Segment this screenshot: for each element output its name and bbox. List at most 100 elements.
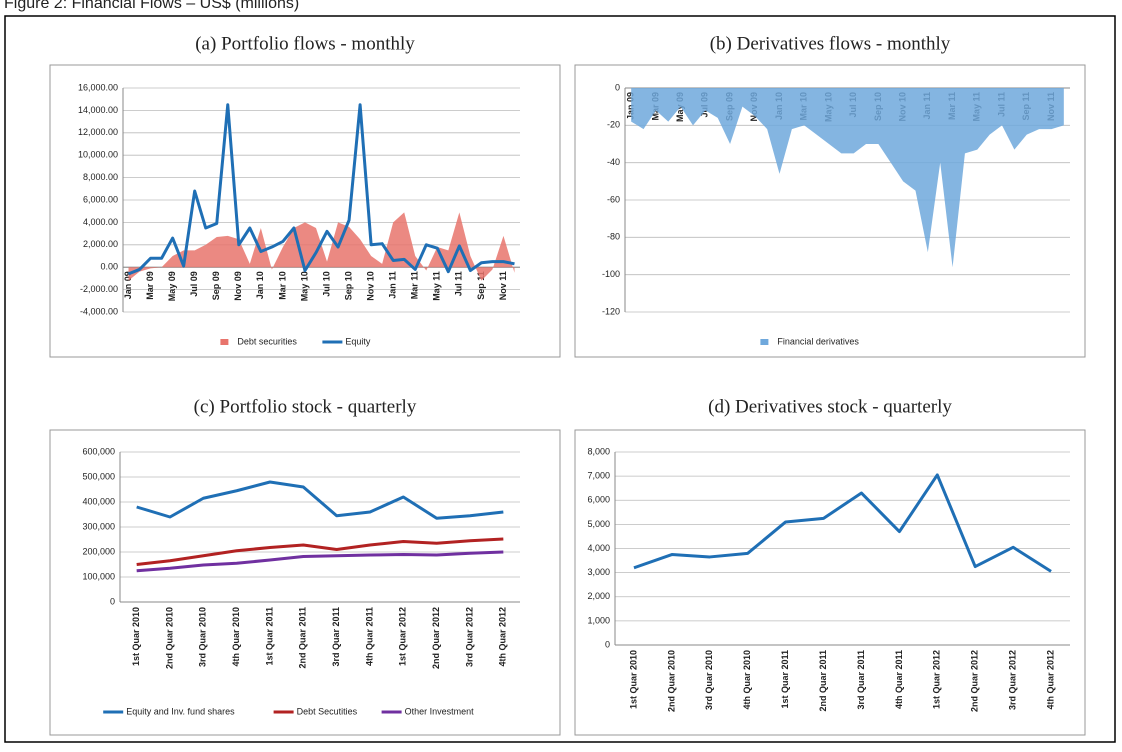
- line: [127, 103, 515, 276]
- x-tick-label: 1st Quar 2010: [131, 607, 141, 666]
- x-tick-label: 3rd Quar 2012: [1008, 650, 1018, 710]
- y-tick-label: -2,000.00: [80, 284, 118, 294]
- chart-title: (b) Derivatives flows - monthly: [710, 33, 951, 54]
- y-tick-label: 10,000.00: [78, 150, 118, 160]
- legend-swatch: [220, 339, 229, 345]
- y-tick-label: -20: [607, 120, 620, 130]
- x-tick-label: 1st Quar 2010: [628, 650, 638, 709]
- y-tick-label: -100: [602, 269, 620, 279]
- x-tick-label: 3rd Quar 2010: [704, 650, 714, 710]
- x-tick-label: Mar 11: [410, 271, 420, 299]
- x-tick-label: Nov 09: [233, 271, 243, 301]
- x-tick-label: 1st Quar 2011: [264, 607, 274, 666]
- x-tick-label: 2nd Quar 2011: [298, 607, 308, 669]
- y-tick-label: 0: [615, 82, 620, 92]
- legend-label: Debt Secutities: [297, 706, 358, 716]
- area: [631, 88, 1064, 268]
- chart-frame: [49, 64, 561, 358]
- line: [633, 473, 1052, 573]
- legend-swatch: [760, 339, 769, 345]
- x-tick-label: 3rd Quar 2011: [856, 650, 866, 710]
- y-tick-label: 200,000: [82, 546, 115, 556]
- x-tick-label: 3rd Quar 2010: [198, 607, 208, 667]
- x-tick-label: Jul 09: [189, 271, 199, 297]
- line: [136, 550, 504, 573]
- y-tick-label: -60: [607, 194, 620, 204]
- x-tick-label: Jan 09: [123, 271, 133, 299]
- y-tick-label: 600,000: [82, 446, 115, 456]
- y-tick-label: 7,000: [587, 471, 610, 481]
- x-tick-label: 2nd Quar 2011: [818, 650, 828, 712]
- y-tick-label: -40: [607, 157, 620, 167]
- x-tick-label: May 09: [167, 271, 177, 301]
- y-tick-label: -120: [602, 306, 620, 316]
- x-tick-label: 4th Quar 2011: [364, 607, 374, 666]
- legend-label: Financial derivatives: [777, 336, 859, 346]
- x-tick-label: Jan 10: [255, 271, 265, 299]
- chart-frame: [49, 429, 561, 736]
- x-tick-label: 4th Quar 2011: [894, 650, 904, 709]
- x-tick-label: May 11: [432, 271, 442, 301]
- line: [136, 537, 504, 566]
- x-tick-label: Sep 10: [343, 271, 353, 300]
- y-tick-label: -80: [607, 232, 620, 242]
- y-tick-label: 8,000: [587, 446, 610, 456]
- x-tick-label: Jul 11: [454, 271, 464, 296]
- x-tick-label: 3rd Quar 2011: [331, 607, 341, 667]
- chart-title: (a) Portfolio flows - monthly: [195, 33, 415, 54]
- y-tick-label: 4,000: [587, 543, 610, 553]
- figure-frame: [4, 15, 1116, 743]
- y-tick-label: 400,000: [82, 496, 115, 506]
- x-tick-label: 4th Quar 2010: [742, 650, 752, 710]
- legend-label: Debt securities: [237, 336, 297, 346]
- legend-label: Equity and Inv. fund shares: [126, 706, 235, 716]
- x-tick-label: Nov 11: [498, 271, 508, 300]
- y-tick-label: 2,000: [587, 591, 610, 601]
- x-tick-label: 4th Quar 2010: [231, 607, 241, 667]
- x-tick-label: 1st Quar 2012: [398, 607, 408, 666]
- y-tick-label: 3,000: [587, 567, 610, 577]
- chart-title: (c) Portfolio stock - quarterly: [194, 396, 417, 417]
- line: [136, 480, 504, 520]
- legend-label: Equity: [345, 336, 371, 346]
- y-tick-label: 300,000: [82, 521, 115, 531]
- x-tick-label: Sep 11: [476, 271, 486, 300]
- x-tick-label: Jan 11: [388, 271, 398, 299]
- x-tick-label: Jan 09: [626, 92, 636, 120]
- y-tick-label: -4,000.00: [80, 306, 118, 316]
- legend-label: Other Investment: [405, 706, 475, 716]
- y-tick-label: 12,000.00: [78, 127, 118, 137]
- x-tick-label: 4th Quar 2012: [1045, 650, 1055, 710]
- y-tick-label: 6,000.00: [83, 194, 118, 204]
- x-tick-label: 1st Quar 2012: [932, 650, 942, 709]
- y-tick-label: 16,000.00: [78, 82, 118, 92]
- y-tick-label: 4,000.00: [83, 217, 118, 227]
- y-tick-label: 0.00: [100, 262, 118, 272]
- y-tick-label: 8,000.00: [83, 172, 118, 182]
- x-tick-label: 2nd Quar 2012: [970, 650, 980, 712]
- x-tick-label: Sep 09: [211, 271, 221, 300]
- y-tick-label: 6,000: [587, 495, 610, 505]
- y-tick-label: 0: [110, 596, 115, 606]
- x-tick-label: 4th Quar 2012: [498, 607, 508, 667]
- y-tick-label: 5,000: [587, 519, 610, 529]
- x-tick-label: May 10: [299, 271, 309, 301]
- x-tick-label: 1st Quar 2011: [780, 650, 790, 709]
- x-tick-label: Mar 09: [145, 271, 155, 300]
- chart-frame: [574, 429, 1086, 736]
- y-tick-label: 500,000: [82, 471, 115, 481]
- y-tick-label: 2,000.00: [83, 239, 118, 249]
- x-tick-label: 2nd Quar 2010: [666, 650, 676, 712]
- figure-title: Figure 2: Financial Flows – US$ (million…: [4, 0, 299, 12]
- y-tick-label: 14,000.00: [78, 105, 118, 115]
- chart-title: (d) Derivatives stock - quarterly: [708, 396, 952, 417]
- x-tick-label: Jul 10: [321, 271, 331, 297]
- x-tick-label: 2nd Quar 2010: [164, 607, 174, 669]
- x-tick-label: 2nd Quar 2012: [431, 607, 441, 669]
- y-tick-label: 100,000: [82, 571, 115, 581]
- x-tick-label: 3rd Quar 2012: [464, 607, 474, 667]
- x-tick-label: Nov 10: [366, 271, 376, 301]
- chart-frame: [574, 64, 1086, 358]
